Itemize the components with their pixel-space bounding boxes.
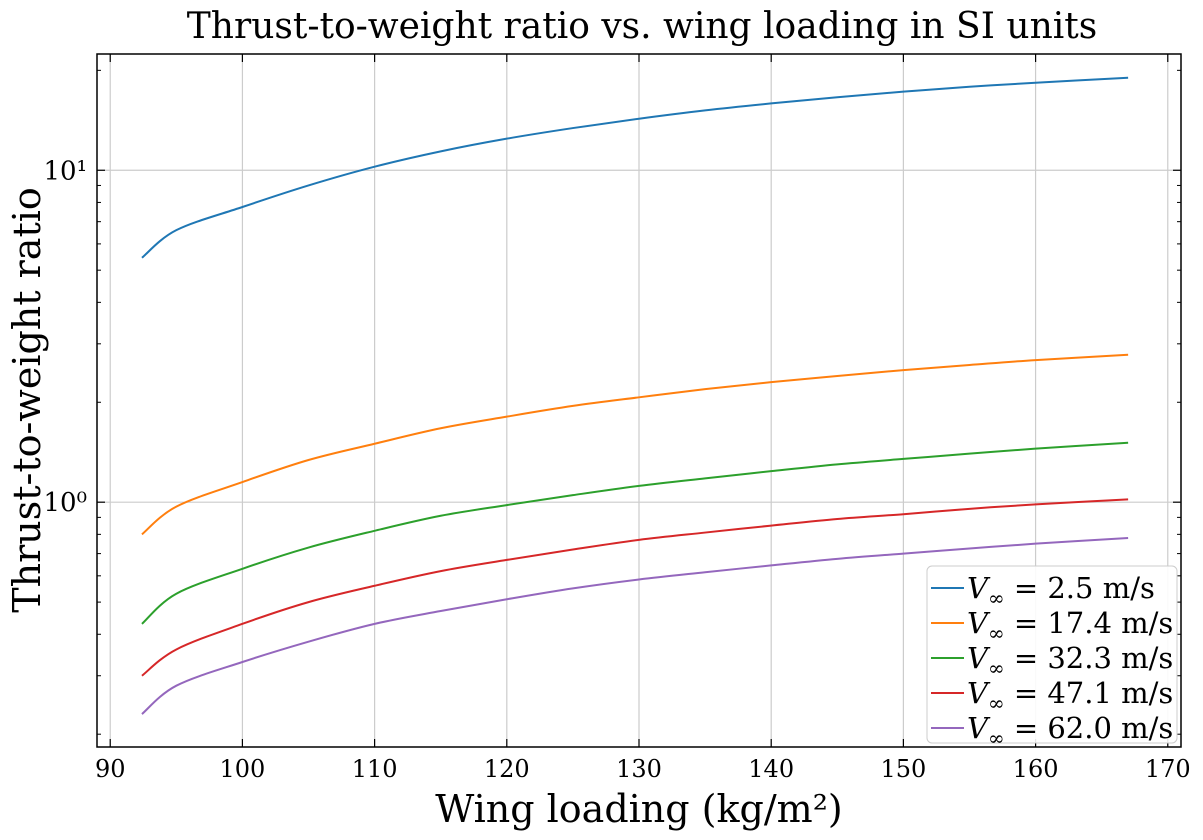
legend-sub: ∞ (988, 691, 1005, 715)
legend-sub: ∞ (988, 726, 1005, 750)
legend-text: = 47.1 m/s (1005, 676, 1174, 710)
legend-sub: ∞ (988, 621, 1005, 645)
series-line-3 (141, 441, 1129, 625)
ticks: 90 100 110 120 130 140 150 160 170 10¹ 10⁰ (43, 54, 1191, 783)
y-tick-label: 10⁰ (43, 488, 87, 518)
legend-entry: V∞ = 2.5 m/s (967, 571, 1155, 610)
series-layer (141, 76, 1129, 715)
legend-var: V (967, 676, 991, 710)
legend-box (926, 565, 1178, 744)
x-axis-label: Wing loading (kg/m²) (435, 787, 843, 831)
series-line-5 (141, 537, 1129, 715)
x-tick-label: 170 (1145, 755, 1191, 783)
x-tick-label: 130 (616, 755, 662, 783)
legend-entry: V∞ = 62.0 m/s (967, 711, 1173, 750)
y-tick-label: 10¹ (43, 156, 87, 186)
x-tick-label: 120 (484, 755, 530, 783)
legend-sub: ∞ (988, 586, 1005, 610)
x-tick-label: 150 (880, 755, 926, 783)
x-tick-label: 90 (95, 755, 126, 783)
x-tick-label: 110 (352, 755, 398, 783)
legend-var: V (967, 571, 991, 605)
series-line-1 (141, 76, 1129, 259)
legend: V∞ = 2.5 m/sV∞ = 17.4 m/sV∞ = 32.3 m/sV∞… (926, 565, 1178, 750)
legend-text: = 62.0 m/s (1005, 711, 1174, 745)
x-tick-label: 140 (748, 755, 794, 783)
y-axis-label: Thrust-to-weight ratio (5, 187, 49, 613)
legend-var: V (967, 606, 991, 640)
series-line-2 (141, 353, 1129, 536)
legend-entry: V∞ = 32.3 m/s (967, 641, 1173, 680)
x-tick-label: 100 (220, 755, 266, 783)
grid (97, 54, 1181, 747)
series-line-4 (141, 498, 1129, 677)
legend-text: = 2.5 m/s (1005, 571, 1155, 605)
legend-var: V (967, 641, 991, 675)
chart-title: Thrust-to-weight ratio vs. wing loading … (187, 6, 1097, 47)
legend-entry: V∞ = 47.1 m/s (967, 676, 1173, 715)
legend-text: = 32.3 m/s (1005, 641, 1174, 675)
legend-entry: V∞ = 17.4 m/s (967, 606, 1173, 645)
legend-var: V (967, 711, 991, 745)
legend-text: = 17.4 m/s (1005, 606, 1174, 640)
x-tick-label: 160 (1013, 755, 1059, 783)
legend-sub: ∞ (988, 656, 1005, 680)
